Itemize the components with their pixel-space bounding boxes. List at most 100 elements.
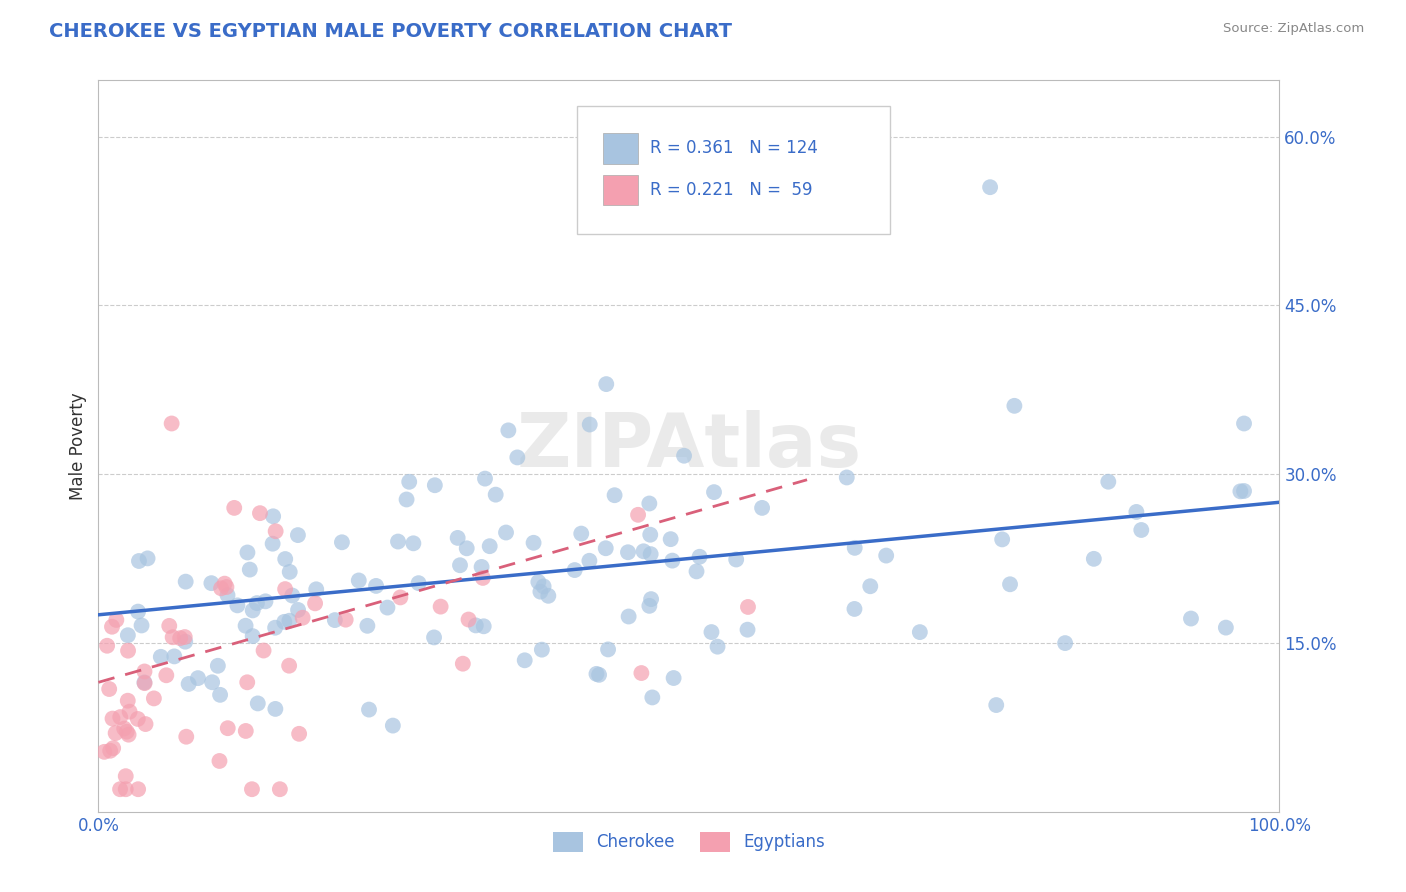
Point xyxy=(187,671,209,685)
Point xyxy=(240,782,263,797)
Point xyxy=(395,492,418,507)
Point xyxy=(429,599,451,614)
Point xyxy=(127,782,149,797)
Point xyxy=(530,642,553,657)
Point xyxy=(201,675,224,690)
Point xyxy=(246,596,269,610)
Point xyxy=(1054,636,1077,650)
Point xyxy=(323,613,346,627)
Point xyxy=(118,705,141,719)
Point xyxy=(177,677,200,691)
Point xyxy=(513,653,536,667)
Point xyxy=(278,614,301,628)
Point xyxy=(1233,483,1256,498)
Point xyxy=(356,619,378,633)
Point xyxy=(578,554,600,568)
Point xyxy=(527,574,550,589)
Point xyxy=(449,558,471,573)
Point xyxy=(464,618,486,632)
Point xyxy=(262,509,284,524)
Point xyxy=(408,576,430,591)
Point xyxy=(291,610,314,624)
Point xyxy=(506,450,529,465)
Point xyxy=(200,576,222,591)
Point xyxy=(273,615,295,629)
Point xyxy=(149,649,172,664)
Point xyxy=(875,549,897,563)
Point xyxy=(673,449,696,463)
Point xyxy=(104,726,127,740)
Point xyxy=(249,506,271,520)
Point xyxy=(478,539,501,553)
Point xyxy=(236,545,259,559)
Point xyxy=(174,634,197,648)
Point xyxy=(1097,475,1119,489)
Point xyxy=(101,620,124,634)
Point xyxy=(112,722,135,736)
Point xyxy=(474,472,496,486)
Point xyxy=(262,537,284,551)
Point xyxy=(495,525,517,540)
Point xyxy=(859,579,882,593)
Point xyxy=(603,488,626,502)
Point xyxy=(522,536,544,550)
Point xyxy=(117,628,139,642)
Point xyxy=(207,658,229,673)
Point xyxy=(991,533,1014,547)
Point xyxy=(155,668,177,682)
Point xyxy=(224,500,246,515)
Point xyxy=(235,723,257,738)
Point xyxy=(110,710,132,724)
Point xyxy=(689,549,711,564)
Point xyxy=(998,577,1021,591)
Point xyxy=(685,565,707,579)
Point xyxy=(617,545,640,559)
Point xyxy=(471,560,494,574)
Point xyxy=(101,712,124,726)
Point xyxy=(136,551,159,566)
Point xyxy=(117,728,139,742)
Point xyxy=(700,625,723,640)
Point xyxy=(1233,417,1256,431)
Point xyxy=(98,681,121,696)
Point xyxy=(252,643,274,657)
Y-axis label: Male Poverty: Male Poverty xyxy=(69,392,87,500)
Point xyxy=(423,631,446,645)
Point xyxy=(208,754,231,768)
Point xyxy=(163,649,186,664)
FancyBboxPatch shape xyxy=(576,106,890,234)
Point xyxy=(127,712,149,726)
Point xyxy=(131,618,153,632)
Point xyxy=(239,563,262,577)
Point xyxy=(1229,484,1251,499)
Point xyxy=(471,571,494,585)
Point xyxy=(737,623,759,637)
Point xyxy=(134,665,156,679)
Point xyxy=(703,485,725,500)
Point xyxy=(162,630,184,644)
Point xyxy=(105,613,128,627)
Point xyxy=(108,782,131,797)
Point xyxy=(423,478,446,492)
Point xyxy=(627,508,650,522)
Point xyxy=(246,697,269,711)
Point xyxy=(1180,611,1202,625)
Point xyxy=(278,658,301,673)
Point xyxy=(908,625,931,640)
Point xyxy=(979,180,1001,194)
Point xyxy=(134,676,156,690)
Point xyxy=(725,552,748,566)
Point xyxy=(529,584,551,599)
Point xyxy=(235,619,257,633)
Point xyxy=(640,547,662,561)
Point xyxy=(398,475,420,489)
Point xyxy=(96,639,118,653)
Point xyxy=(1130,523,1153,537)
Point xyxy=(264,702,287,716)
Point xyxy=(217,721,239,735)
Point xyxy=(93,745,115,759)
Point xyxy=(456,541,478,556)
Point xyxy=(287,528,309,542)
Point xyxy=(209,582,232,596)
Point xyxy=(357,703,380,717)
